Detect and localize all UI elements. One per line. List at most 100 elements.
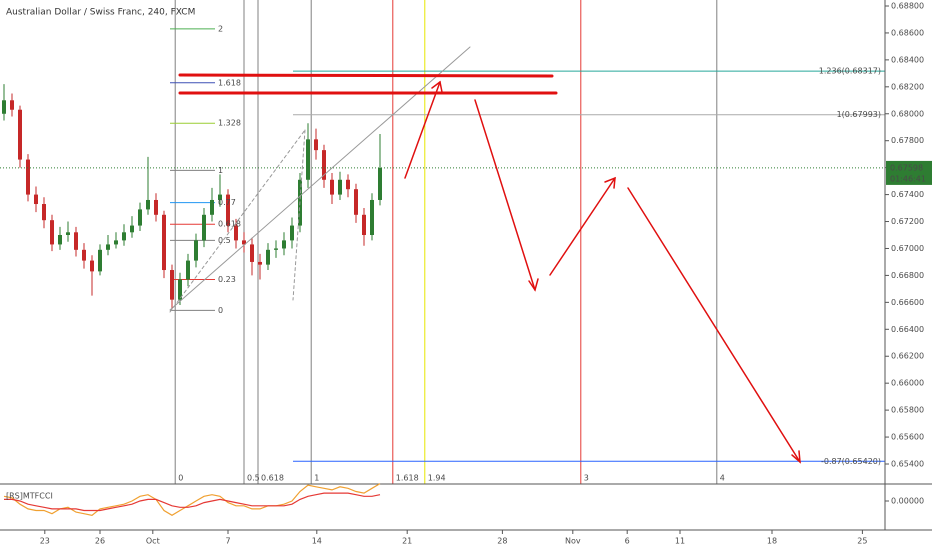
x-tick-label: 6 <box>625 537 630 546</box>
label-layer: 0.65400 0.65600 0.65800 0.66000 0.66200 0.664… <box>40 2 932 546</box>
x-tick-label: 7 <box>225 537 230 546</box>
y-tick-label: 0.66000 <box>891 379 924 388</box>
arrow-head <box>604 176 616 189</box>
candle-body <box>162 214 166 271</box>
candle-body <box>194 240 198 261</box>
candle-body <box>74 232 78 250</box>
time-level-label: 0.618 <box>261 474 284 483</box>
candle-body <box>130 225 134 233</box>
background-layer <box>44 0 889 534</box>
y-tick-label: 0.68000 <box>891 109 924 118</box>
y-tick-label: 0.67200 <box>891 217 924 226</box>
x-tick-label: 23 <box>40 537 50 546</box>
time-level-label: 3 <box>584 474 589 483</box>
arrow-head <box>791 450 801 464</box>
candle-body <box>154 199 158 215</box>
fib-level-label: 0 <box>218 306 223 315</box>
candle-body <box>106 244 110 250</box>
candle-body <box>362 214 366 235</box>
y-tick-label: 0.66400 <box>891 325 924 334</box>
arrow <box>549 177 616 276</box>
candle-body <box>34 194 38 205</box>
candle-body <box>42 204 46 221</box>
fib-trend-line <box>169 129 306 313</box>
candle-body <box>114 240 118 245</box>
drawings <box>169 46 801 464</box>
y-tick-label: 0.65400 <box>891 460 924 469</box>
fib-level-label: 0.618 <box>218 220 241 229</box>
last-price-label: 0.67598 <box>890 163 923 172</box>
candle-body <box>226 194 230 226</box>
fib-level-label: 0.77 <box>218 198 236 207</box>
candle-body <box>122 232 126 241</box>
time-level-label: 1 <box>314 474 319 483</box>
candle-body <box>266 249 270 265</box>
price-level-label: 1(0.67993) <box>837 110 881 119</box>
last-price-box <box>886 160 932 185</box>
indicator-line <box>4 492 381 512</box>
y-tick-label: 0.68200 <box>891 82 924 91</box>
candle-body <box>66 232 70 235</box>
x-tick-label: 28 <box>497 537 507 546</box>
y-tick-label: 0.67000 <box>891 244 924 253</box>
y-tick-label: 0.67400 <box>891 190 924 199</box>
chart-title: Australian Dollar / Swiss Franc, 240, FX… <box>6 8 195 18</box>
y-tick-label: 0.68600 <box>891 28 924 37</box>
x-tick-label: Oct <box>146 537 160 546</box>
candle-body <box>354 189 358 215</box>
y-tick-label: 0.66200 <box>891 352 924 361</box>
price-level-label: 1.236(0.68317) <box>819 67 881 76</box>
x-tick-label: 14 <box>312 537 322 546</box>
indicator-tick-label: 0.00000 <box>891 497 924 506</box>
candle-body <box>322 150 326 180</box>
candle-body <box>282 240 286 249</box>
candle-body <box>210 199 214 215</box>
y-tick-label: 0.68800 <box>891 2 924 11</box>
candle-body <box>242 240 246 245</box>
arrow-head <box>528 278 539 292</box>
y-tick-label: 0.66800 <box>891 271 924 280</box>
candle-body <box>202 214 206 241</box>
y-tick-label: 0.66600 <box>891 298 924 307</box>
candle-body <box>90 260 94 272</box>
y-tick-label: 0.68400 <box>891 55 924 64</box>
candle-body <box>186 260 190 280</box>
x-tick-label: 18 <box>767 537 777 546</box>
fib-trend-line <box>292 129 306 301</box>
candle-body <box>258 261 262 265</box>
candle-body <box>170 270 174 300</box>
indicator-line <box>3 483 381 516</box>
candle-body <box>306 139 310 180</box>
candle-body <box>346 179 350 190</box>
price-level-label: -0.87(0.65420) <box>821 457 881 466</box>
candle-body <box>218 194 222 200</box>
fib-level-label: 0.5 <box>218 236 231 245</box>
candle-body <box>250 244 254 262</box>
candle-body <box>370 199 374 235</box>
candle-body <box>178 279 182 300</box>
fib-level-label: 1.328 <box>218 119 241 128</box>
candle-body <box>10 100 14 110</box>
fib-level-label: 0.23 <box>218 275 236 284</box>
countdown-label: 01:46:41 <box>890 174 926 183</box>
arrow <box>627 187 801 463</box>
data-layer <box>0 84 885 516</box>
y-tick-label: 0.65800 <box>891 406 924 415</box>
time-level-label: 0.5 <box>247 474 260 483</box>
candle-body <box>338 179 342 195</box>
x-tick-label: 26 <box>95 537 105 546</box>
candle-body <box>18 109 22 160</box>
fib-level-label: 2 <box>218 24 223 33</box>
candle-body <box>274 248 278 250</box>
time-level-label: 1.618 <box>396 474 419 483</box>
candle-body <box>82 249 86 261</box>
x-tick-label: 11 <box>675 537 685 546</box>
candle-body <box>378 167 382 200</box>
fib-level-label: 1.618 <box>218 78 241 87</box>
x-tick-label: 21 <box>402 537 412 546</box>
resistance-line <box>178 73 554 78</box>
candle-body <box>58 235 62 245</box>
candle-body <box>50 220 54 245</box>
time-level-label: 1.94 <box>428 474 446 483</box>
